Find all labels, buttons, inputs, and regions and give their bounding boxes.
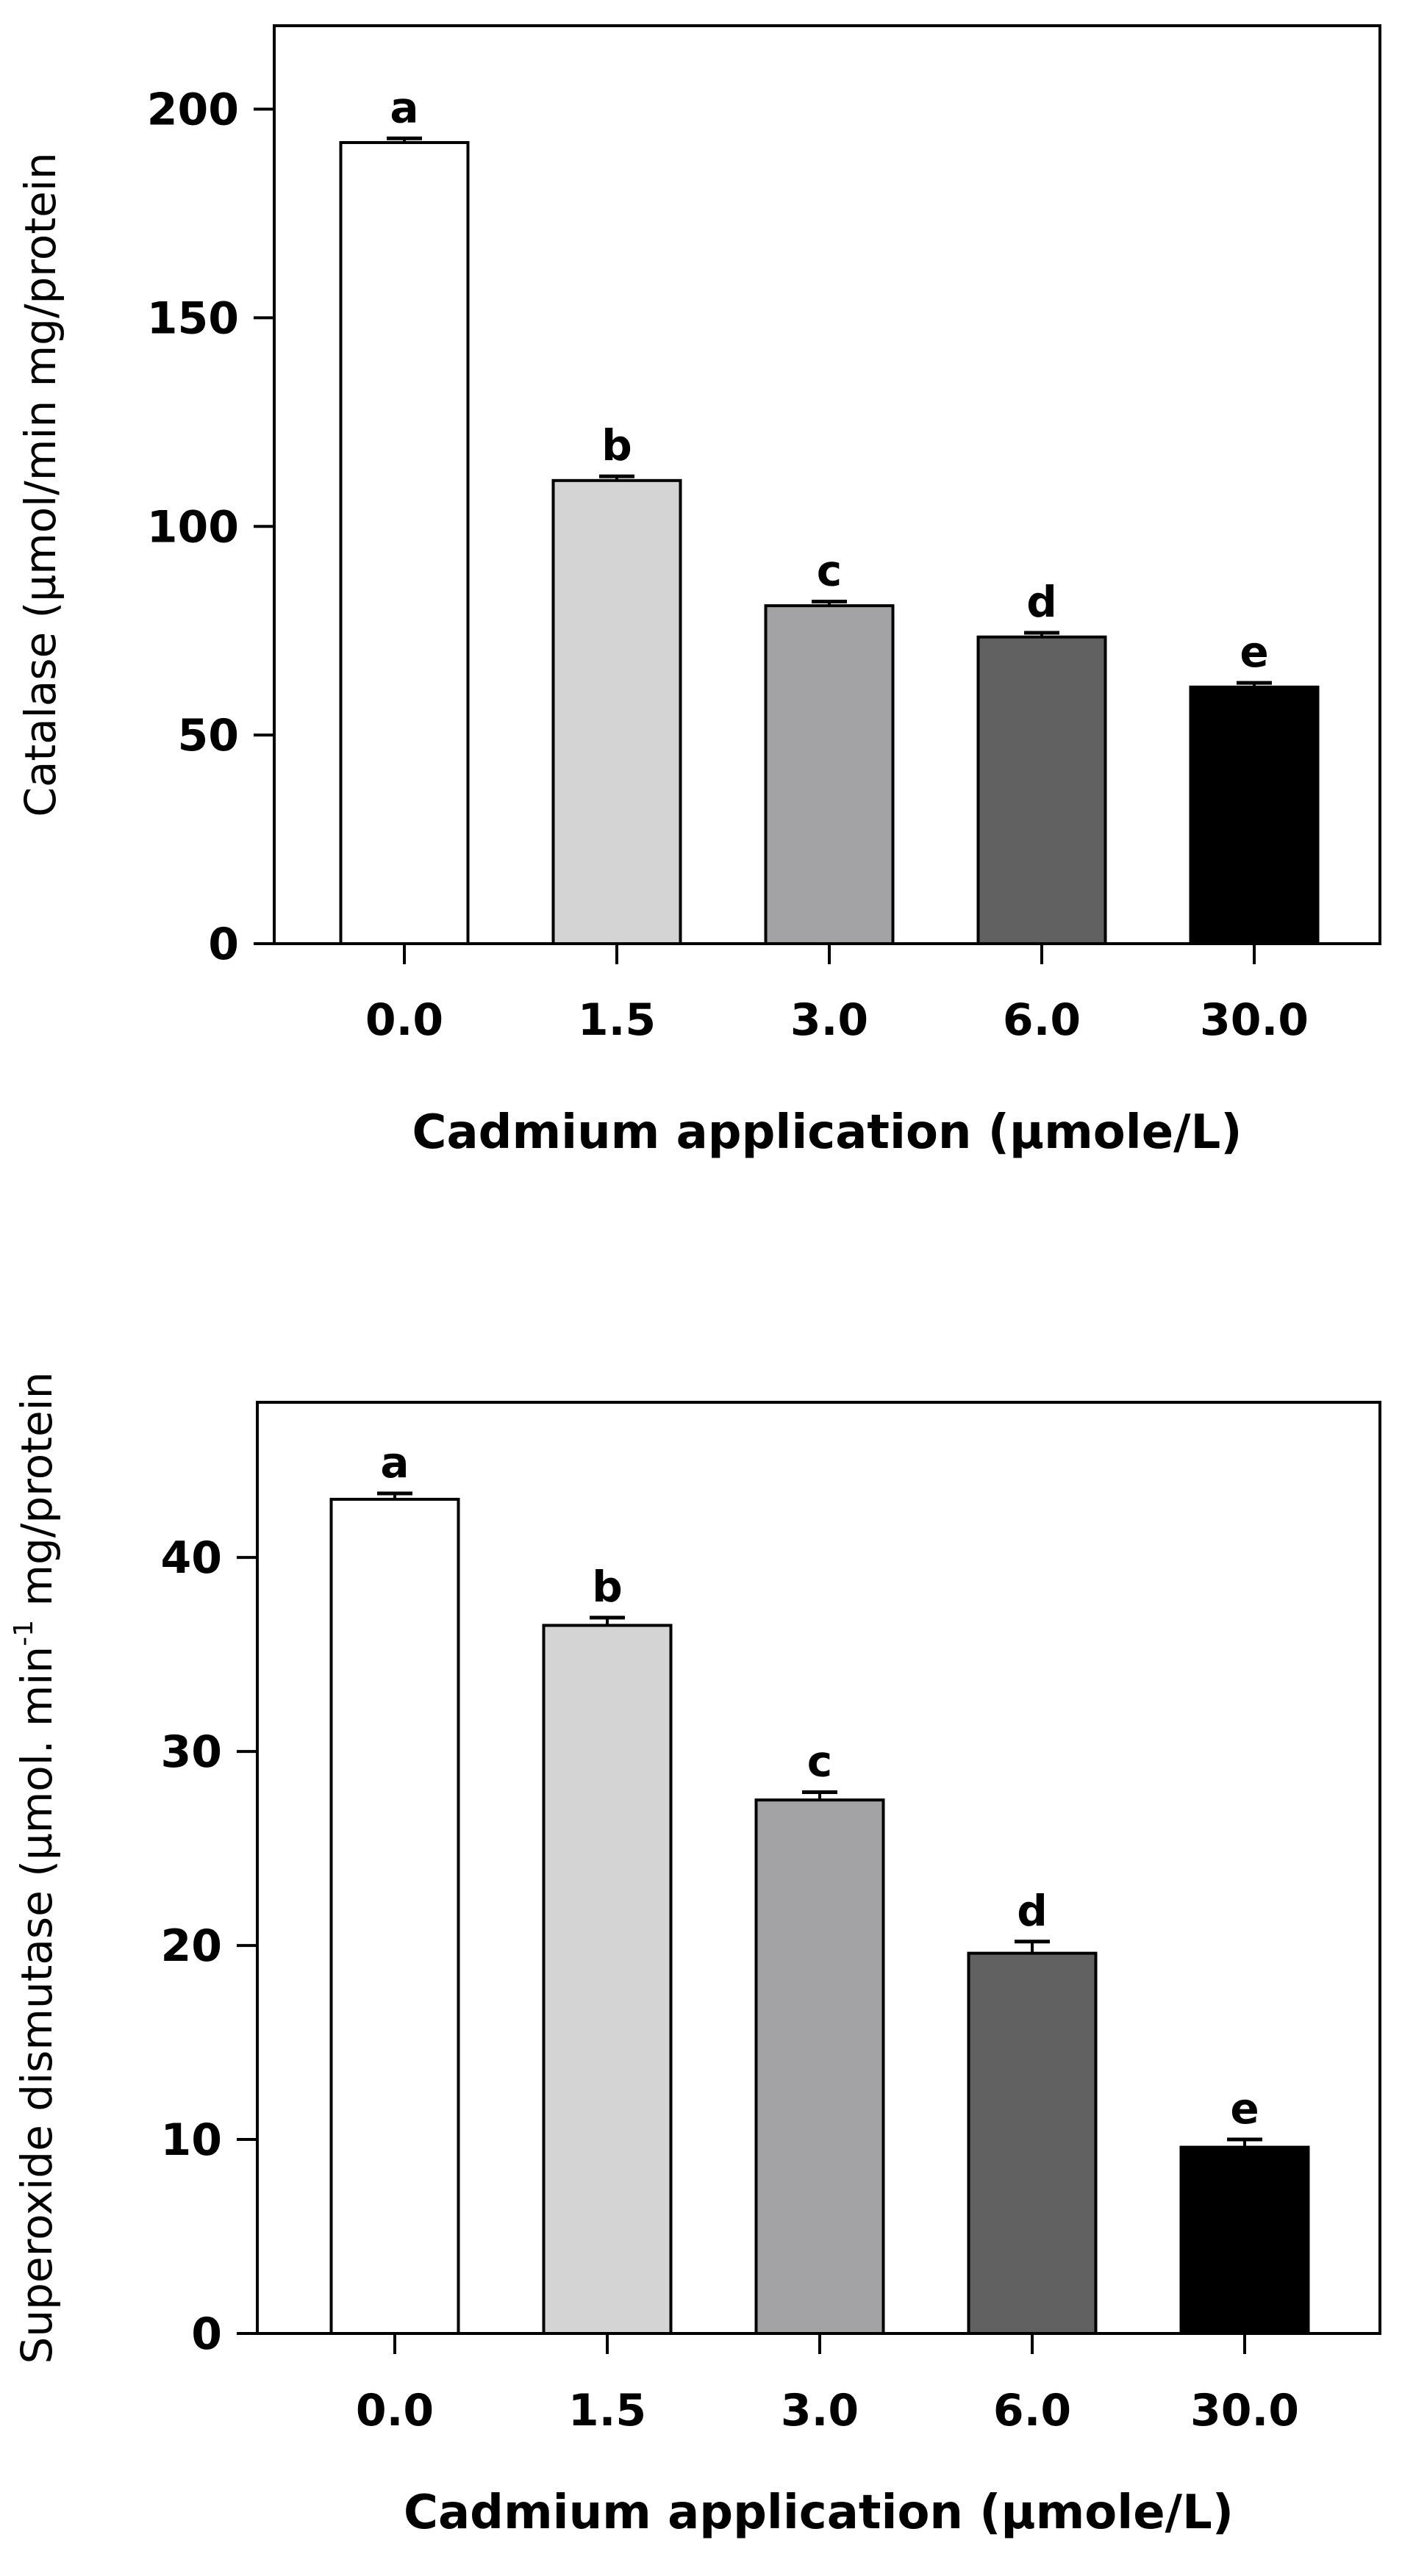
bar [1179,2145,1310,2336]
x-tick-label: 30.0 [1200,994,1309,1046]
y-axis-label-part: mg/protein [12,1371,62,1619]
significance-label: b [592,1562,623,1612]
x-tick-label: 6.0 [993,2385,1071,2436]
x-tick-label: 0.0 [356,2385,434,2436]
y-tick-label: 20 [161,1920,223,1972]
bar [551,478,682,945]
y-tick-label: 100 [147,501,239,553]
x-tick-label: 6.0 [1003,994,1081,1046]
bar [1189,685,1320,945]
y-tick-label: 0 [208,919,239,970]
x-tick-label: 0.0 [365,994,443,1046]
y-tick-label: 50 [178,710,240,761]
significance-label: b [601,420,632,470]
bar [542,1624,673,2335]
bar [976,635,1107,945]
bar [967,1951,1098,2335]
significance-label: c [807,1737,832,1787]
significance-label: d [1026,577,1057,627]
x-tick-label: 1.5 [578,994,656,1046]
catalase-chart: 0 50 100 150 200 a 0.0 b 1.5 c 3.0 d 6.0 e 30.0 Cadmium… [15,24,1381,1160]
significance-label: a [380,1438,409,1488]
significance-label: e [1240,627,1268,677]
y-axis-label: Catalase (µmol/min mg/protein [15,152,65,817]
y-axis-label: Superoxide dismutase (µmol. min-1 mg/pro… [9,1371,62,2364]
significance-label: e [1230,2084,1259,2134]
significance-label: d [1017,1886,1048,1936]
x-tick-label: 30.0 [1190,2385,1299,2436]
y-tick-label: 0 [191,2308,222,2360]
x-tick-label: 3.0 [781,2385,859,2436]
y-axis-label-part: Superoxide dismutase (µmol. min [12,1646,62,2364]
y-tick-label: 40 [161,1532,223,1584]
x-tick-label: 3.0 [790,994,868,1046]
y-tick-label: 30 [161,1726,223,1778]
significance-label: a [390,82,418,132]
x-axis-label: Cadmium application (µmole/L) [404,2486,1234,2540]
y-axis-label-superscript: -1 [9,1620,39,1646]
superoxide-dismutase-chart: 0 10 20 30 40 a 0.0 b 1.5 c 3.0 d 6.0 e 30.0 Cadmium ap… [9,1371,1381,2540]
bar [764,604,895,946]
bar [329,1497,460,2335]
bar [339,140,470,946]
y-tick-label: 10 [161,2114,223,2166]
y-tick-label: 150 [147,293,239,344]
x-tick-label: 1.5 [568,2385,646,2436]
x-axis-label: Cadmium application (µmole/L) [412,1105,1242,1160]
bar [754,1798,885,2335]
y-tick-label: 200 [147,85,239,136]
significance-label: c [817,545,842,595]
